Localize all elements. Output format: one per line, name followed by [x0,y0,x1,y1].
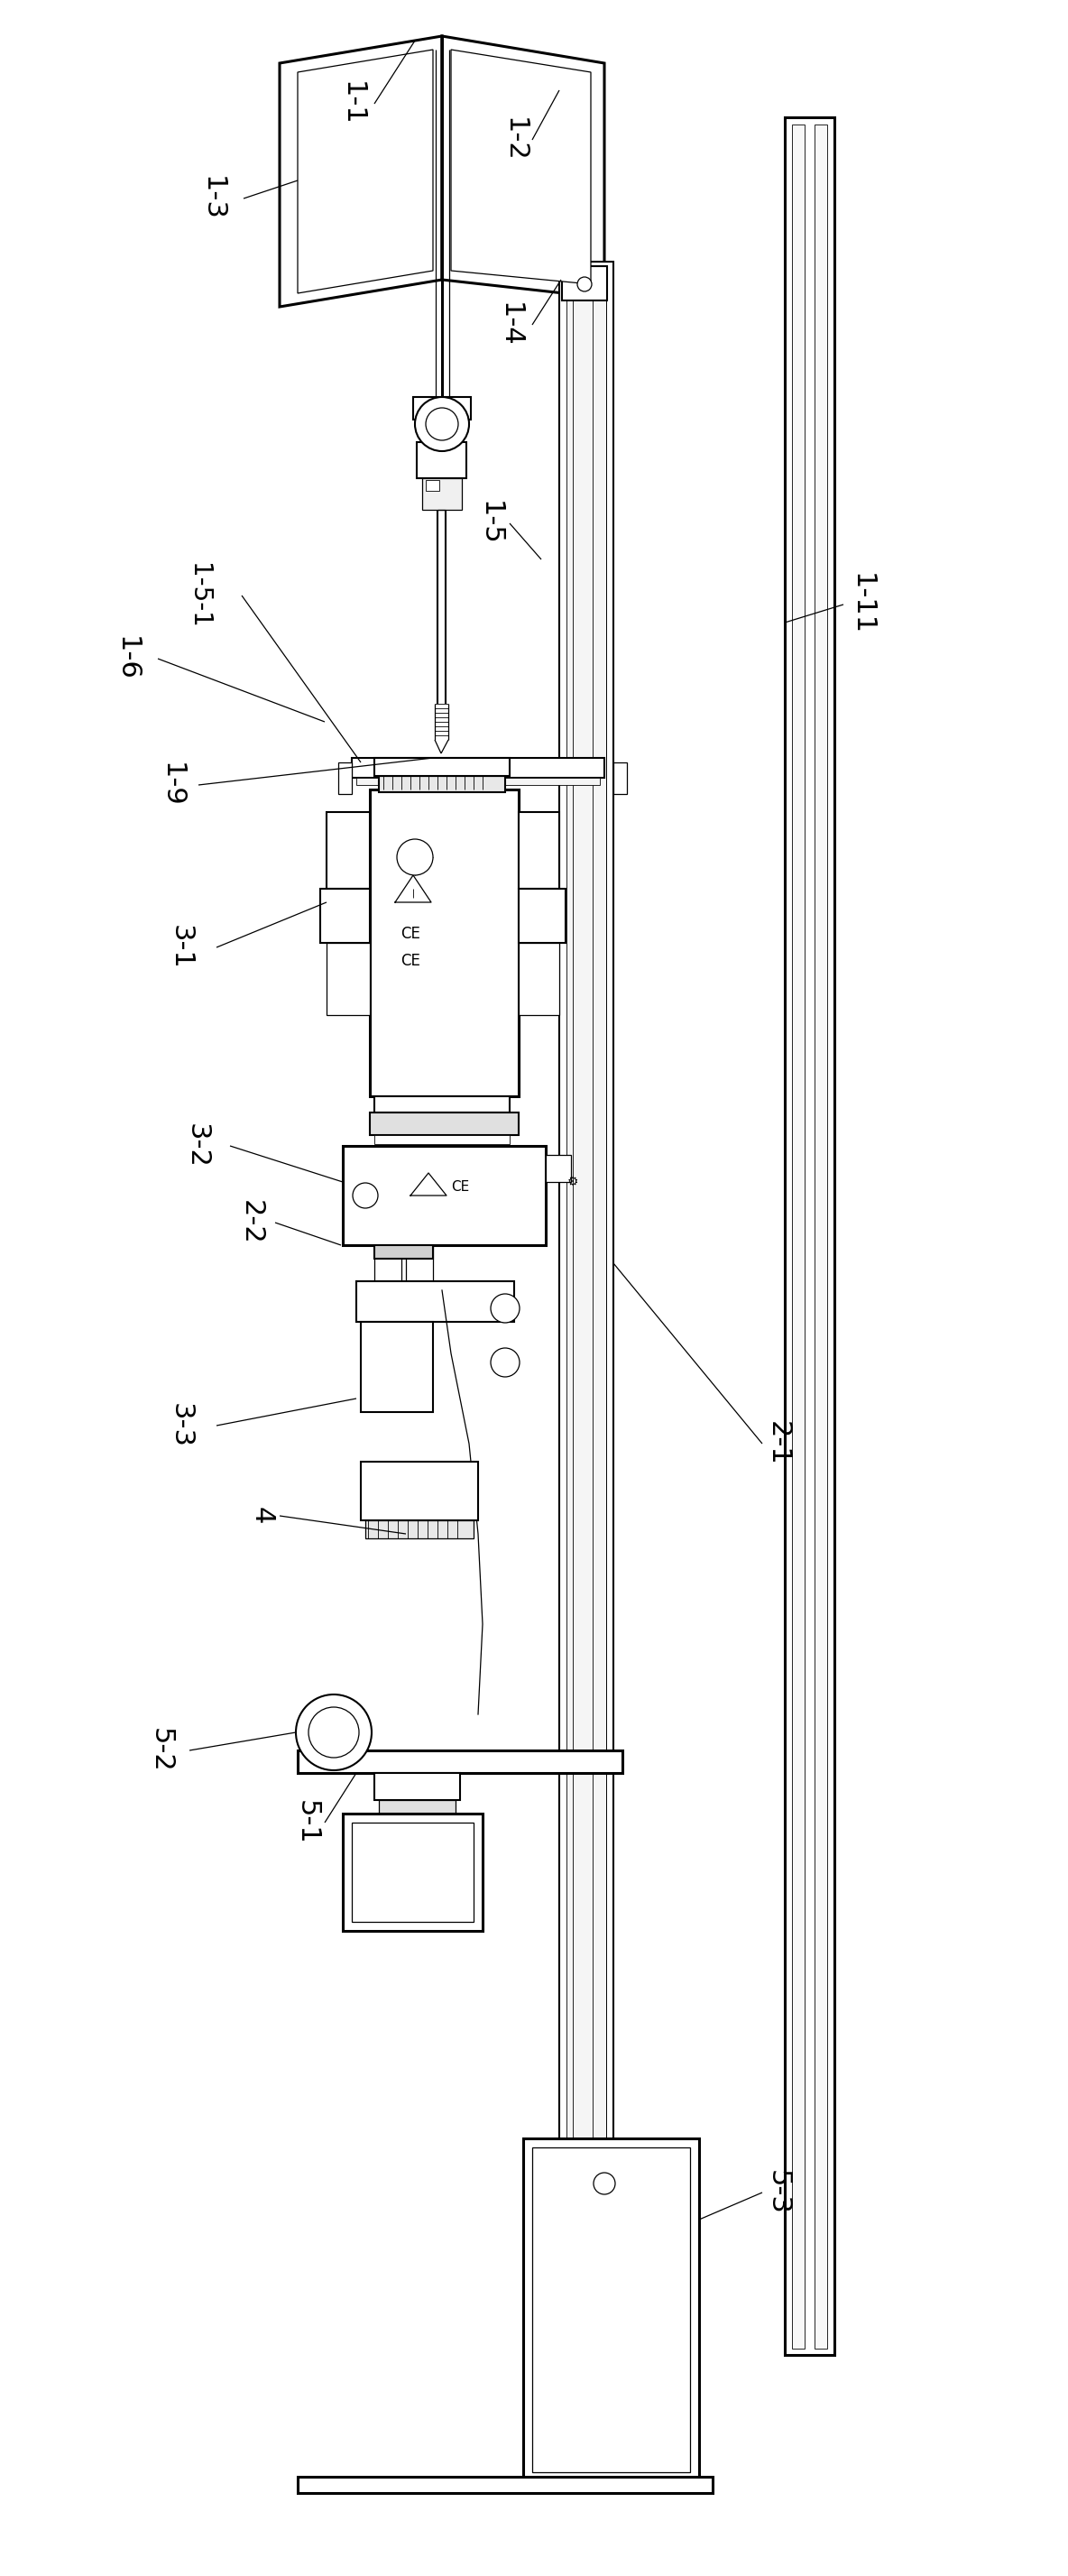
Bar [792,124,804,2349]
Text: 5-3: 5-3 [765,2169,790,2215]
Bar [365,1520,473,1538]
Bar [406,1244,433,1280]
Bar [320,889,370,943]
Bar [370,788,519,1097]
Bar [562,265,607,301]
Polygon shape [451,49,591,283]
Bar [327,943,370,1015]
Bar [546,1154,571,1182]
Bar [422,479,461,510]
Bar [413,397,471,420]
Polygon shape [442,36,604,299]
Circle shape [594,2172,615,2195]
Text: 3-2: 3-2 [184,1123,209,1170]
Bar [566,268,607,2285]
Bar [357,778,600,786]
Bar [375,1136,509,1144]
Bar [375,1097,509,1113]
Bar [560,263,613,2293]
Bar [327,811,370,889]
Bar [532,2148,690,2473]
Text: ⚙: ⚙ [567,1175,579,1188]
Circle shape [490,1347,519,1378]
Bar [519,889,566,943]
Circle shape [415,397,469,451]
Bar [343,1814,483,1932]
Bar [375,1244,433,1260]
Bar [343,1146,546,1244]
Text: 1-1: 1-1 [339,82,365,126]
Text: 5-1: 5-1 [294,1801,319,1844]
Circle shape [309,1708,359,1757]
Text: CE: CE [451,1180,469,1193]
Circle shape [578,278,592,291]
Polygon shape [298,49,433,294]
Text: 2-2: 2-2 [238,1200,264,1244]
Bar [426,479,439,492]
Bar [420,420,465,438]
Text: 1-11: 1-11 [848,574,875,636]
Text: 5-2: 5-2 [147,1728,174,1772]
Bar [351,757,604,778]
Bar [417,443,467,479]
Bar [357,1280,514,1321]
Bar [375,1244,402,1280]
Bar [298,1752,623,1772]
Circle shape [352,1182,378,1208]
Circle shape [490,1293,519,1321]
Text: 1-6: 1-6 [113,636,139,680]
Circle shape [397,840,433,876]
Text: 3-3: 3-3 [168,1404,193,1448]
Text: 3-1: 3-1 [168,925,193,971]
Circle shape [426,407,458,440]
Bar [375,1772,460,1801]
Text: 1-3: 1-3 [199,175,225,222]
Circle shape [296,1695,372,1770]
Bar [351,1824,473,1922]
Bar [298,2476,712,2494]
Bar [379,1801,456,1814]
Text: 1-2: 1-2 [501,118,528,162]
Text: CE: CE [400,953,421,969]
Bar [379,775,505,793]
Text: 4: 4 [249,1507,274,1525]
Bar [361,1321,433,1412]
Text: 1-4: 1-4 [497,301,522,348]
Bar [523,2138,700,2481]
Text: CE: CE [400,925,421,943]
Bar [815,124,827,2349]
Text: 1-9: 1-9 [158,762,185,806]
Bar [370,1113,519,1136]
Bar [519,943,560,1015]
Text: 1-5-1: 1-5-1 [186,562,211,629]
Bar [613,762,627,793]
Text: 2-1: 2-1 [765,1422,790,1466]
Bar [361,1461,478,1520]
Bar [785,118,834,2354]
Polygon shape [280,36,442,307]
Bar [339,762,351,793]
Text: 1-5: 1-5 [476,500,503,546]
Bar [375,757,509,775]
Bar [519,811,560,889]
